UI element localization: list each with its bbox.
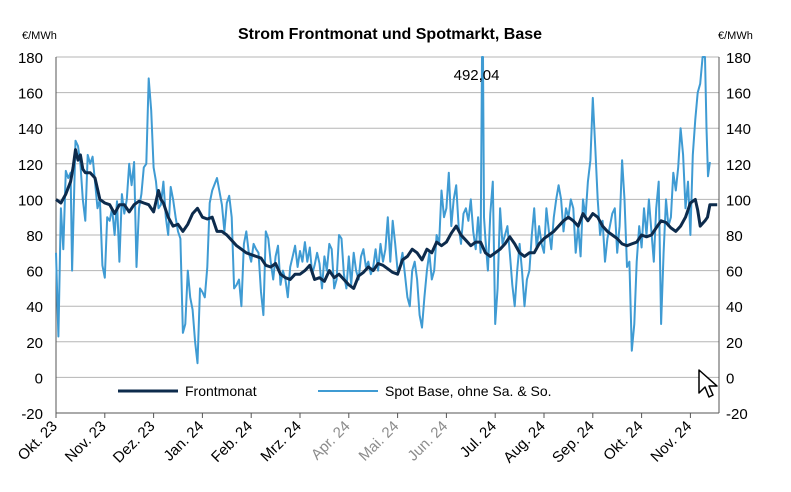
x-tick-label: Dez. 23 (110, 418, 159, 467)
y-tick-label-right: 40 (726, 299, 743, 316)
mouse-pointer-icon (698, 369, 718, 398)
y-tick-label-right: 120 (726, 157, 751, 174)
y-axis-right: -20 0 20 40 60 80 100 120 140 160 180 (726, 50, 751, 423)
y-tick-label-left: 120 (18, 157, 43, 174)
y-tick-label-left: -20 (21, 406, 43, 423)
y-tick-label-right: 160 (726, 86, 751, 103)
y-tick-label-left: 140 (18, 121, 43, 138)
chart-title: Strom Frontmonat und Spotmarkt, Base (238, 26, 542, 43)
legend-label-frontmonat: Frontmonat (185, 383, 257, 399)
y-tick-label-left: 80 (26, 228, 43, 245)
series-line-frontmonat (55, 148, 718, 290)
y-tick-label-right: 20 (726, 335, 743, 352)
y-tick-label-left: 40 (26, 299, 43, 316)
y-tick-label-right: 0 (726, 370, 734, 387)
y-tick-label-left: 60 (26, 264, 43, 281)
y-tick-label-right: 80 (726, 228, 743, 245)
y-tick-label-right: 100 (726, 192, 751, 209)
legend-label-spot-base: Spot Base, ohne Sa. & So. (385, 383, 552, 399)
x-tick-label: Feb. 24 (208, 418, 256, 466)
y-axis-left: -20 0 20 40 60 80 100 120 140 160 180 (18, 50, 43, 423)
x-tick-label: Okt. 24 (600, 418, 646, 464)
y-tick-label-right: 140 (726, 121, 751, 138)
x-tick-label: Sep. 24 (549, 418, 598, 467)
series-group (55, 56, 718, 365)
x-tick-label: Jun. 24 (404, 418, 451, 465)
y-axis-label-left: €/MWh (22, 30, 57, 42)
y-axis-label-right: €/MWh (718, 30, 753, 42)
x-tick-label: Mai. 24 (356, 418, 403, 465)
x-tick-label: Nov. 23 (62, 418, 110, 466)
x-axis: Okt. 23 Nov. 23 Dez. 23 Jan. 24 Feb. 24 Mrz. … (15, 413, 695, 467)
x-tick-label: Nov. 24 (647, 418, 695, 466)
annotation-label: 492,04 (454, 67, 500, 84)
legend: Frontmonat Spot Base, ohne Sa. & So. (118, 383, 552, 399)
x-tick-label: Mrz. 24 (257, 418, 304, 465)
x-tick-label: Aug. 24 (500, 418, 549, 467)
y-tick-label-right: 180 (726, 50, 751, 67)
x-tick-label: Jul. 24 (457, 418, 500, 461)
series-line-spot-base (55, 56, 711, 365)
x-tick-label: Okt. 23 (15, 418, 61, 464)
y-tick-label-left: 20 (26, 335, 43, 352)
y-tick-label-left: 180 (18, 50, 43, 67)
gridlines (55, 56, 720, 414)
x-tick-label: Apr. 24 (308, 418, 354, 464)
x-tick-label: Jan. 24 (160, 418, 207, 465)
y-tick-label-right: 60 (726, 264, 743, 281)
y-tick-label-left: 160 (18, 86, 43, 103)
y-tick-label-left: 100 (18, 192, 43, 209)
y-tick-label-left: 0 (35, 370, 43, 387)
y-tick-label-right: -20 (726, 406, 748, 423)
